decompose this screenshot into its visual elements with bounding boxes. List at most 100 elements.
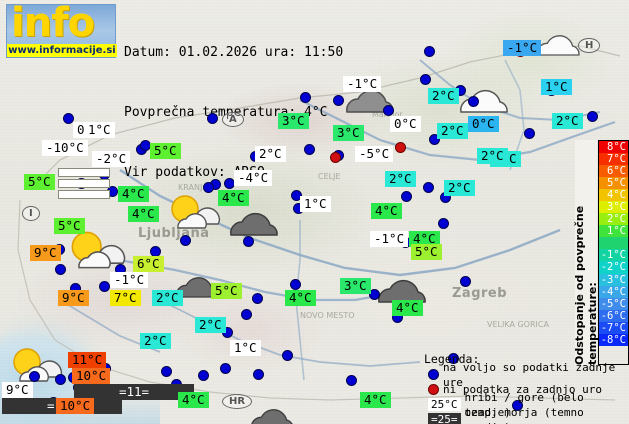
mountain-temperature-label: -5°C	[355, 146, 394, 162]
station-dot[interactable]	[438, 218, 449, 229]
station-dot[interactable]	[180, 235, 191, 246]
temperature-label: 0°C	[468, 116, 499, 132]
station-dot[interactable]	[161, 366, 172, 377]
station-dot[interactable]	[252, 293, 263, 304]
empty-label-box	[58, 168, 110, 177]
empty-label-box	[58, 179, 110, 188]
station-dot[interactable]	[55, 264, 66, 275]
temperature-label: 3°C	[340, 278, 371, 294]
temperature-label: 2°C	[437, 123, 468, 139]
station-dot[interactable]	[448, 353, 459, 364]
station-dot[interactable]	[243, 236, 254, 247]
temperature-deviation-scale: Odstopanje od povprečne temperature: 8°C…	[573, 140, 629, 365]
station-dot[interactable]	[468, 96, 479, 107]
mountain-temperature-label: 1°C	[300, 196, 331, 212]
legend-rows: na voljo so podatki zadnje ure ni podatka…	[424, 361, 629, 424]
legend-item-text: hribi / gore (belo ozadje)	[464, 390, 584, 419]
temperature-label: 4°C	[128, 206, 159, 222]
mountain-temperature-label: 9°C	[2, 382, 33, 398]
station-dot[interactable]	[55, 374, 66, 385]
scale-row-16: -8°C	[599, 333, 628, 346]
cloud-dark-icon	[247, 402, 297, 424]
temperature-label: 11°C	[68, 352, 107, 368]
station-dot[interactable]	[290, 279, 301, 290]
temperature-label: 9°C	[30, 245, 61, 261]
legend-item: 25°C hribi / gore (belo ozadje)	[424, 391, 629, 419]
scale-row-1: 7°C	[599, 153, 628, 166]
station-dot[interactable]	[524, 128, 535, 139]
temperature-label: 4°C	[360, 392, 391, 408]
station-dot[interactable]	[300, 92, 311, 103]
legend-item-text: na voljo so podatki zadnje ure	[443, 360, 616, 389]
station-dot-no-data[interactable]	[330, 152, 341, 163]
temperature-label: 2°C	[552, 113, 583, 129]
scale-row-15: -7°C	[599, 321, 628, 334]
marker-hr: HR	[222, 394, 253, 409]
station-dot[interactable]	[401, 191, 412, 202]
city-label: KRANJ	[178, 183, 203, 192]
scale-title: Odstopanje od povprečne temperature:	[573, 140, 599, 365]
scale-row-11: -3°C	[599, 273, 628, 286]
temperature-label: 4°C	[218, 190, 249, 206]
station-dot[interactable]	[420, 74, 431, 85]
station-dot[interactable]	[512, 400, 523, 411]
temperature-label: 5°C	[54, 218, 85, 234]
station-ok-icon	[428, 369, 439, 380]
station-dot[interactable]	[241, 309, 252, 320]
mountain-temperature-label: -2°C	[92, 151, 131, 167]
temperature-label: 2°C	[385, 171, 416, 187]
station-dot[interactable]	[198, 370, 209, 381]
cloud-dark-icon	[226, 205, 282, 243]
mountain-temperature-label: -1°C	[370, 231, 409, 247]
temperature-label: 3°C	[278, 113, 309, 129]
temperature-label: 6°C	[133, 256, 164, 272]
temperature-label: 7°C	[110, 290, 141, 306]
scale-row-10: -2°C	[599, 261, 628, 274]
station-dot-no-data[interactable]	[395, 142, 406, 153]
station-dot[interactable]	[424, 46, 435, 57]
scale-row-9: -1°C	[599, 249, 628, 262]
city-label: VELIKA GORICA	[487, 320, 549, 329]
site-logo[interactable]: info www.informacije.si	[6, 1, 117, 58]
station-dot[interactable]	[369, 289, 380, 300]
station-dot[interactable]	[460, 276, 471, 287]
temperature-label: 3°C	[333, 125, 364, 141]
header-info: Datum: 01.02.2026 ura: 11:50 Povprečna t…	[124, 3, 343, 223]
mountain-temperature-label: 2°C	[255, 146, 286, 162]
scale-row-4: 4°C	[599, 189, 628, 202]
mountain-temperature-label: 0°C	[390, 116, 421, 132]
scale-row-13: -5°C	[599, 297, 628, 310]
station-dot[interactable]	[423, 182, 434, 193]
station-dot[interactable]	[253, 369, 264, 380]
empty-label-box	[58, 190, 110, 199]
station-dot[interactable]	[291, 190, 302, 201]
header-date-time: Datum: 01.02.2026 ura: 11:50	[124, 45, 344, 60]
station-dot[interactable]	[207, 113, 218, 124]
city-label: Zagreb	[452, 286, 508, 301]
temperature-label: 2°C	[444, 180, 475, 196]
temperature-label: 2°C	[195, 317, 226, 333]
mountain-temperature-label: -1°C	[110, 272, 149, 288]
station-dot[interactable]	[429, 134, 440, 145]
station-dot[interactable]	[346, 375, 357, 386]
legend-item: =25=temp. morja (temno ozadje)	[424, 406, 629, 424]
temperature-label: 5°C	[211, 283, 242, 299]
station-dot[interactable]	[383, 105, 394, 116]
mountain-temp-sample-chip: 25°C	[428, 398, 461, 411]
station-dot[interactable]	[203, 182, 214, 193]
station-dot[interactable]	[333, 95, 344, 106]
station-dot[interactable]	[29, 371, 40, 382]
temperature-label: 4°C	[371, 203, 402, 219]
station-dot[interactable]	[220, 363, 231, 374]
scale-row-6: 2°C	[599, 213, 628, 226]
station-dot[interactable]	[282, 350, 293, 361]
sun-cloud-icon	[168, 192, 226, 236]
scale-row-5: 3°C	[599, 201, 628, 214]
marker-i: I	[22, 206, 40, 221]
scale-row-2: 6°C	[599, 165, 628, 178]
station-dot[interactable]	[63, 113, 74, 124]
station-dot[interactable]	[304, 144, 315, 155]
station-dot[interactable]	[587, 111, 598, 122]
temperature-label: 5°C	[24, 174, 55, 190]
station-dot[interactable]	[99, 281, 110, 292]
